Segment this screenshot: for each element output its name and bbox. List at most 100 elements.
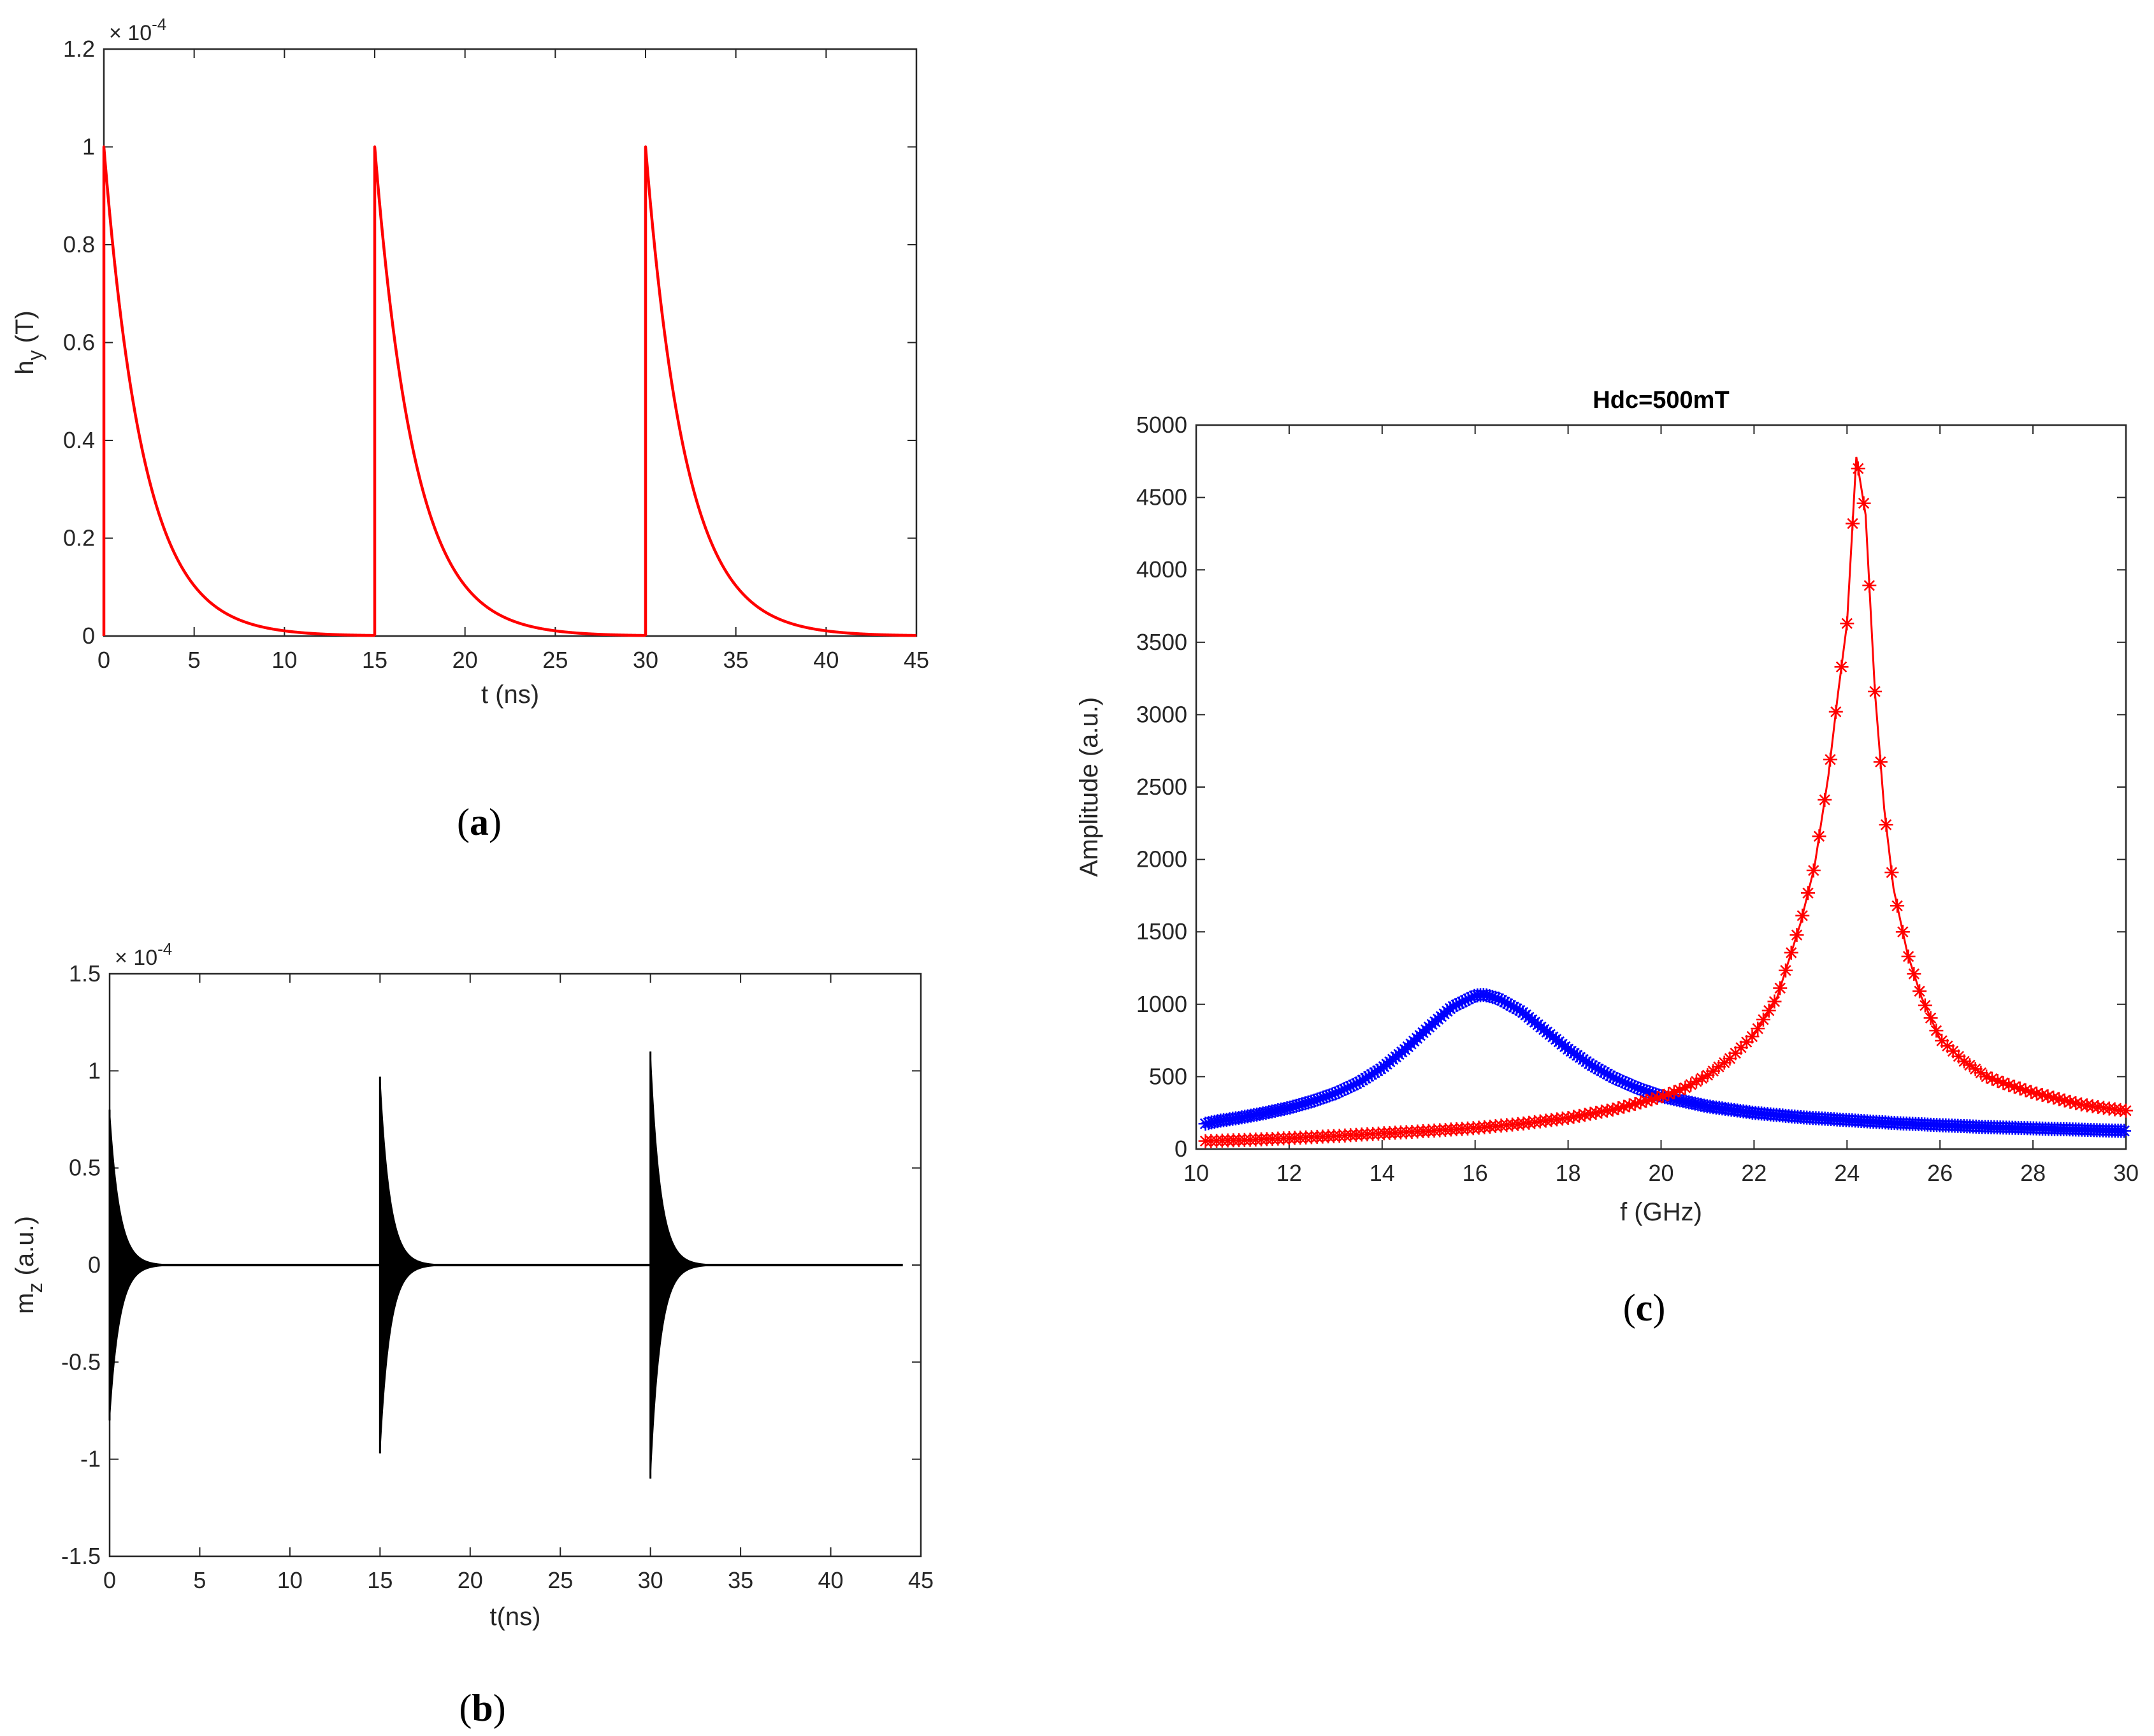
series-blue-point (1461, 992, 1476, 1006)
series-red-point (1566, 1110, 1581, 1124)
chart-a: 0 5 10 15 20 25 30 35 40 45 0 0.2 0.4 0.6 0.8 1 1.2 t (ns… (11, 15, 929, 843)
series-hy-line (102, 145, 918, 637)
series-blue-point (1364, 1067, 1379, 1081)
series-blue-point (1488, 990, 1503, 1005)
y-axis-label: hy (T) (11, 310, 47, 374)
series-red-point (1622, 1098, 1637, 1113)
series-red-point (1628, 1097, 1642, 1111)
series-red-point (1600, 1103, 1614, 1118)
series-blue-point (1630, 1081, 1645, 1096)
y-tick-label: 0 (1175, 1136, 1187, 1162)
series-red-point (1711, 1060, 1726, 1074)
y-tick-label: 1 (82, 134, 95, 160)
series-red-point (1929, 1024, 1944, 1038)
series-blue-point (1286, 1099, 1301, 1114)
x-tick-label: 28 (2020, 1160, 2046, 1186)
series-red-point (1751, 1022, 1765, 1036)
series-red-point (1589, 1105, 1603, 1120)
series-red-point (1828, 704, 1843, 719)
y-tick-label: 0 (88, 1252, 101, 1278)
series-red-point (1984, 1071, 1999, 1086)
series-red-point (1868, 684, 1883, 699)
y-tick-label: 2000 (1136, 846, 1187, 872)
x-tick-label: 15 (367, 1567, 393, 1593)
series-red-point (1561, 1111, 1575, 1125)
series-blue-point (1591, 1062, 1606, 1076)
series-blue-point (1494, 993, 1509, 1008)
series-blue-point (1292, 1097, 1306, 1112)
series-red-point (1895, 925, 1910, 939)
series-red-point (2057, 1093, 2072, 1108)
series-blue-point (1337, 1082, 1352, 1097)
series-blue-point (1449, 997, 1464, 1012)
series-blue-point (1464, 990, 1478, 1005)
series-blue-point (1322, 1088, 1336, 1103)
series-red-point (2018, 1083, 2033, 1097)
x-tick-label: 26 (1927, 1160, 1953, 1186)
y-tick-label: 2500 (1136, 774, 1187, 800)
panel-caption: (c) (1623, 1287, 1666, 1329)
x-tick-label: 12 (1276, 1160, 1302, 1186)
series-blue-point (1507, 1000, 1521, 1015)
x-tick-label: 30 (638, 1567, 663, 1593)
series-blue-point (1368, 1066, 1382, 1080)
series-red-point (1583, 1106, 1598, 1121)
x-tick-label: 35 (723, 647, 749, 673)
x-tick-label: 24 (1834, 1160, 1860, 1186)
series-blue-point (1343, 1079, 1358, 1094)
series-red-point (1907, 967, 1921, 981)
series-red-point (1639, 1094, 1654, 1108)
series-blue-point (1633, 1082, 1648, 1097)
series-blue-point (2117, 1124, 2132, 1138)
series-red-point (1733, 1040, 1748, 1055)
series-red-point (1812, 829, 1826, 844)
series-red-point (1918, 998, 1932, 1013)
series-red-point (1661, 1087, 1676, 1101)
chart-title: Hdc=500mT (1593, 387, 1729, 414)
series-red-point (2007, 1080, 2021, 1094)
series-blue-point (1594, 1064, 1608, 1078)
series-red-point (1695, 1071, 1709, 1086)
series-blue-point (1618, 1076, 1633, 1090)
series-red-point (1846, 516, 1860, 531)
y-tick-label: 0.2 (63, 525, 95, 551)
series-red-point (1761, 1003, 1776, 1018)
x-tick-label: 25 (542, 647, 568, 673)
series-blue-point (1615, 1074, 1630, 1089)
series-red-point (1672, 1083, 1687, 1097)
series-red-point (1957, 1054, 1972, 1069)
y-tick-label: 4500 (1136, 484, 1187, 510)
series-red-point (1656, 1089, 1670, 1104)
series-red-point (1946, 1044, 1960, 1059)
series-red-point (1650, 1090, 1665, 1105)
series-red-point (1801, 886, 1816, 901)
x-tick-label: 20 (452, 647, 478, 673)
series-blue-point (1355, 1073, 1370, 1087)
y-tick-label: 1000 (1136, 991, 1187, 1017)
series-red-markers (1198, 461, 2133, 1148)
series-red-point (2051, 1092, 2066, 1106)
series-red-point (2119, 1103, 2133, 1118)
y-tick-label: 1 (88, 1057, 101, 1083)
series-red-point (1767, 994, 1782, 1009)
x-tick-label: 14 (1370, 1160, 1395, 1186)
series-blue-point (1491, 991, 1506, 1006)
x-tick-label: 40 (818, 1567, 844, 1593)
series-red-point (1879, 818, 1893, 832)
series-red-point (1572, 1108, 1587, 1123)
series-red-point (1605, 1103, 1620, 1117)
series-red-point (1779, 963, 1793, 978)
series-red-point (1884, 865, 1899, 880)
y-tick-label: -1.5 (61, 1543, 101, 1569)
series-red-point (2029, 1086, 2044, 1101)
x-tick-label: 30 (2113, 1160, 2139, 1186)
series-red-point (1773, 981, 1788, 995)
series-red-point (2063, 1094, 2078, 1109)
series-red-point (1678, 1080, 1693, 1095)
y-tick-label: 500 (1149, 1063, 1187, 1089)
series-red-point (1611, 1101, 1626, 1115)
series-red-point (1923, 1011, 1938, 1025)
series-red-point (1935, 1034, 1949, 1048)
panel-caption: (b) (459, 1687, 505, 1729)
